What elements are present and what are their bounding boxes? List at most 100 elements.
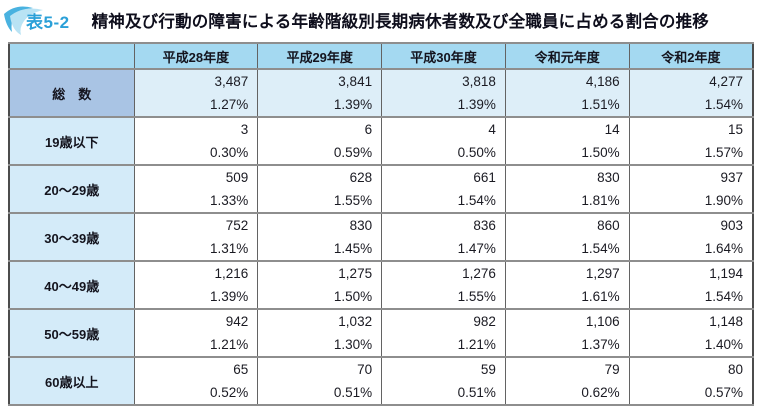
percent-value: 1.51% [581, 97, 620, 112]
data-cell: 3,818 1.39% [381, 68, 506, 118]
count-value: 14 [604, 122, 620, 137]
data-cell: 752 1.31% [133, 212, 259, 262]
count-value: 836 [473, 218, 496, 233]
data-cell: 3,841 1.39% [257, 68, 383, 118]
data-cell: 4 0.50% [381, 116, 506, 166]
column-header-h30: 平成30年度 [381, 42, 506, 70]
data-cell: 1,276 1.55% [381, 260, 506, 310]
data-cell: 830 1.45% [257, 212, 383, 262]
badge-swoosh-icon [3, 5, 47, 35]
table-row-under19: 19歳以下 3 0.30% 6 0.59% 4 0.50% 14 1.50% [8, 116, 754, 166]
table-row-40-49: 40〜49歳 1,216 1.39% 1,275 1.50% 1,276 1.5… [8, 260, 754, 310]
count-value: 942 [225, 314, 249, 329]
count-value: 3 [240, 122, 249, 137]
count-value: 70 [357, 362, 373, 377]
count-value: 1,276 [462, 266, 496, 281]
percent-value: 1.27% [210, 97, 249, 112]
table-number-badge: 表5-2 [26, 12, 70, 32]
percent-value: 1.61% [581, 289, 620, 304]
count-value: 79 [604, 362, 620, 377]
row-label-total: 総 数 [8, 68, 135, 118]
percent-value: 1.90% [704, 193, 743, 208]
data-cell: 3,487 1.27% [133, 68, 259, 118]
percent-value: 1.54% [457, 193, 496, 208]
percent-value: 1.54% [704, 97, 743, 112]
data-cell: 1,148 1.40% [628, 308, 754, 358]
percent-value: 0.30% [210, 145, 249, 160]
data-cell: 903 1.64% [628, 212, 754, 262]
percent-value: 1.64% [704, 241, 743, 256]
data-cell: 942 1.21% [133, 308, 259, 358]
column-header-h28: 平成28年度 [133, 42, 259, 70]
data-cell: 14 1.50% [504, 116, 630, 166]
data-cell: 661 1.54% [381, 164, 506, 214]
count-value: 4,277 [709, 74, 743, 89]
count-value: 80 [727, 362, 743, 377]
data-cell: 4,277 1.54% [628, 68, 754, 118]
data-cell: 65 0.52% [133, 356, 259, 406]
column-header-r2: 令和2年度 [628, 42, 754, 70]
percent-value: 1.21% [210, 337, 249, 352]
count-value: 3,818 [462, 74, 496, 89]
table-title: 精神及び行動の障害による年齢階級別長期病休者数及び全職員に占める割合の推移 [91, 13, 709, 31]
count-value: 1,148 [709, 314, 743, 329]
count-value: 59 [480, 362, 496, 377]
column-header-r1: 令和元年度 [504, 42, 630, 70]
row-label-40-49: 40〜49歳 [8, 260, 135, 310]
count-value: 1,297 [585, 266, 620, 281]
count-value: 15 [727, 122, 743, 137]
percent-value: 1.47% [457, 241, 496, 256]
data-cell: 1,275 1.50% [257, 260, 383, 310]
data-cell: 6 0.59% [257, 116, 383, 166]
percent-value: 1.45% [333, 241, 373, 256]
count-value: 6 [364, 122, 373, 137]
count-value: 509 [225, 170, 249, 185]
data-cell: 836 1.47% [381, 212, 506, 262]
percent-value: 1.37% [581, 337, 620, 352]
percent-value: 1.31% [210, 241, 249, 256]
data-cell: 509 1.33% [133, 164, 259, 214]
percent-value: 0.62% [581, 385, 620, 400]
percent-value: 1.55% [457, 289, 496, 304]
row-label-50-59: 50〜59歳 [8, 308, 135, 358]
percent-value: 1.54% [581, 241, 620, 256]
row-label-60plus: 60歳以上 [8, 356, 135, 406]
count-value: 937 [720, 170, 743, 185]
count-value: 628 [349, 170, 373, 185]
count-value: 3,841 [338, 74, 373, 89]
percent-value: 1.81% [581, 193, 620, 208]
percent-value: 0.51% [333, 385, 373, 400]
count-value: 661 [473, 170, 496, 185]
percent-value: 1.39% [333, 97, 373, 112]
table-row-total: 総 数 3,487 1.27% 3,841 1.39% 3,818 1.39% … [8, 68, 754, 118]
table-row-20-29: 20〜29歳 509 1.33% 628 1.55% 661 1.54% 830… [8, 164, 754, 214]
table-row-60plus: 60歳以上 65 0.52% 70 0.51% 59 0.51% 79 0.62… [8, 356, 754, 406]
count-value: 65 [233, 362, 249, 377]
count-value: 4,186 [585, 74, 620, 89]
data-cell: 1,194 1.54% [628, 260, 754, 310]
count-value: 1,106 [585, 314, 620, 329]
percent-value: 0.51% [457, 385, 496, 400]
percent-value: 0.50% [457, 145, 496, 160]
percent-value: 1.50% [581, 145, 620, 160]
row-label-20-29: 20〜29歳 [8, 164, 135, 214]
count-value: 830 [349, 218, 373, 233]
data-cell: 70 0.51% [257, 356, 383, 406]
table-row-50-59: 50〜59歳 942 1.21% 1,032 1.30% 982 1.21% 1… [8, 308, 754, 358]
data-cell: 3 0.30% [133, 116, 259, 166]
percent-value: 0.52% [210, 385, 249, 400]
page: 表5-2 精神及び行動の障害による年齢階級別長期病休者数及び全職員に占める割合の… [3, 5, 754, 406]
count-value: 860 [597, 218, 620, 233]
percent-value: 1.55% [333, 193, 373, 208]
data-cell: 1,106 1.37% [504, 308, 630, 358]
data-cell: 1,032 1.30% [257, 308, 383, 358]
percent-value: 1.50% [333, 289, 373, 304]
percent-value: 1.30% [333, 337, 373, 352]
row-label-under19: 19歳以下 [8, 116, 135, 166]
count-value: 903 [720, 218, 743, 233]
data-cell: 1,297 1.61% [504, 260, 630, 310]
data-cell: 15 1.57% [628, 116, 754, 166]
data-cell: 830 1.81% [504, 164, 630, 214]
data-cell: 79 0.62% [504, 356, 630, 406]
count-value: 982 [473, 314, 496, 329]
